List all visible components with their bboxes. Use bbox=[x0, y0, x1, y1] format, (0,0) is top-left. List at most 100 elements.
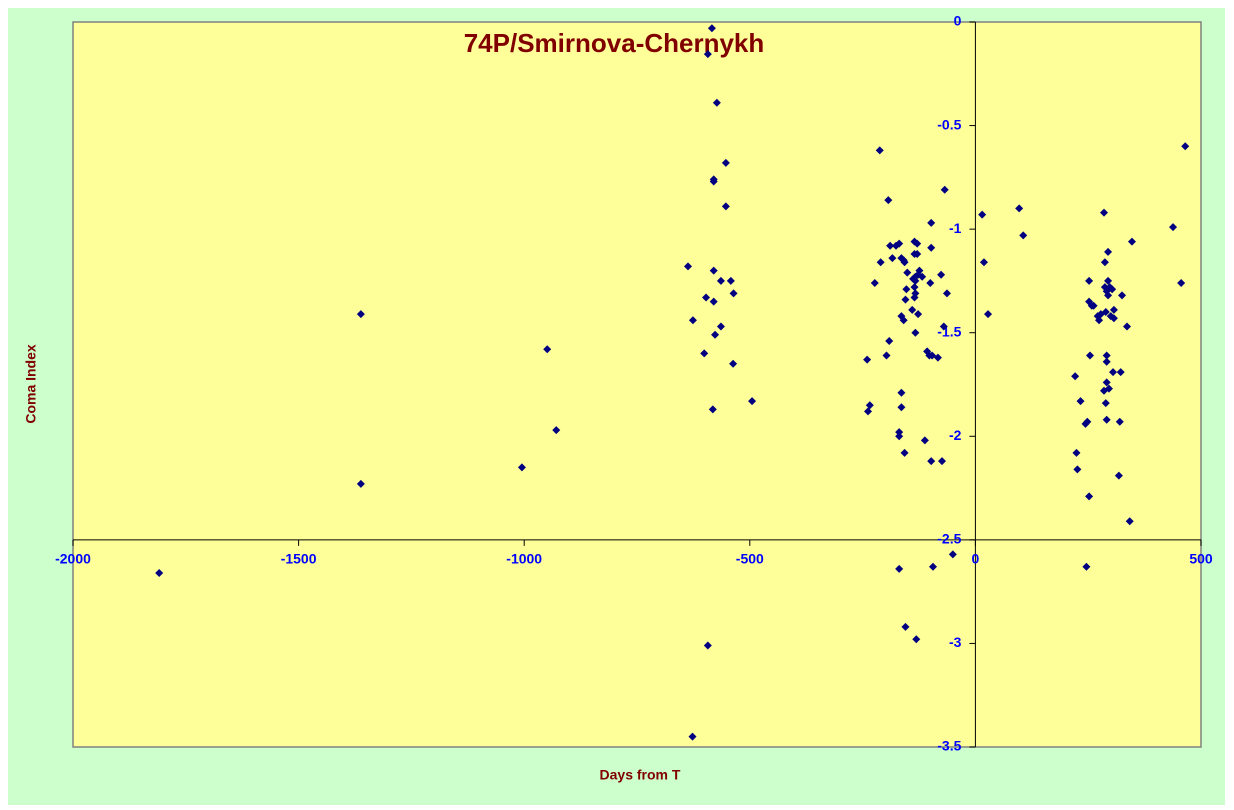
data-point bbox=[1102, 351, 1111, 360]
data-point bbox=[1072, 448, 1081, 457]
data-point bbox=[939, 322, 948, 331]
data-point bbox=[882, 351, 891, 360]
data-point bbox=[1019, 231, 1028, 240]
data-point bbox=[155, 569, 164, 577]
data-point bbox=[1181, 142, 1190, 151]
data-point bbox=[356, 479, 365, 488]
data-point bbox=[926, 279, 935, 287]
data-point bbox=[1123, 322, 1132, 331]
data-point bbox=[708, 405, 717, 414]
data-point bbox=[885, 337, 894, 345]
y-tick-label: -3 bbox=[949, 634, 962, 650]
data-point bbox=[864, 407, 873, 416]
data-point bbox=[942, 289, 951, 298]
plot-area bbox=[72, 21, 1202, 748]
x-tick-label: 0 bbox=[972, 551, 980, 567]
data-point bbox=[927, 243, 936, 252]
data-point bbox=[1073, 465, 1082, 474]
data-point bbox=[1116, 368, 1125, 377]
data-point bbox=[1109, 305, 1118, 314]
data-point bbox=[1125, 517, 1134, 526]
data-point bbox=[902, 285, 911, 294]
data-point bbox=[979, 258, 988, 267]
data-point bbox=[709, 297, 718, 306]
data-point bbox=[1086, 351, 1095, 360]
data-point bbox=[1104, 247, 1113, 256]
data-point bbox=[1104, 276, 1113, 285]
data-point bbox=[886, 241, 895, 250]
data-point bbox=[918, 272, 927, 281]
data-point bbox=[1071, 372, 1080, 381]
data-point bbox=[865, 401, 874, 410]
data-point bbox=[895, 239, 904, 248]
data-point bbox=[927, 218, 936, 227]
data-point bbox=[517, 463, 526, 472]
data-point bbox=[709, 177, 718, 186]
data-point bbox=[688, 316, 697, 325]
y-tick-label: -2.5 bbox=[937, 531, 961, 547]
data-point bbox=[903, 268, 912, 277]
data-point bbox=[927, 457, 936, 466]
data-point bbox=[729, 359, 738, 368]
data-point bbox=[1082, 562, 1091, 571]
data-point bbox=[895, 428, 904, 437]
data-point bbox=[911, 276, 920, 285]
data-point bbox=[928, 562, 937, 571]
data-point bbox=[870, 279, 879, 287]
data-point bbox=[915, 266, 924, 275]
data-point bbox=[940, 185, 949, 194]
data-point bbox=[1169, 223, 1178, 232]
data-point bbox=[1115, 417, 1124, 426]
data-point bbox=[895, 564, 904, 573]
data-point bbox=[1109, 368, 1118, 377]
data-point bbox=[863, 355, 872, 364]
data-point bbox=[716, 322, 725, 331]
data-point bbox=[712, 98, 721, 107]
data-point bbox=[1101, 308, 1110, 316]
data-point bbox=[1085, 492, 1094, 501]
data-point bbox=[933, 353, 942, 362]
data-point bbox=[937, 270, 946, 279]
data-point bbox=[910, 283, 919, 292]
data-point bbox=[702, 293, 711, 302]
data-point bbox=[1108, 285, 1117, 294]
data-point bbox=[356, 310, 365, 319]
data-point bbox=[1015, 204, 1024, 213]
data-point bbox=[1102, 357, 1111, 366]
y-tick-label: -3.5 bbox=[937, 738, 961, 754]
data-point bbox=[911, 289, 920, 298]
data-point bbox=[552, 426, 561, 435]
data-point bbox=[716, 276, 725, 285]
x-axis-label: Days from T bbox=[600, 767, 681, 783]
data-point bbox=[707, 24, 716, 33]
data-point bbox=[703, 641, 712, 650]
data-point bbox=[1177, 279, 1186, 287]
data-point bbox=[748, 397, 757, 406]
y-tick-label: 0 bbox=[954, 13, 962, 29]
data-point bbox=[688, 732, 697, 741]
y-tick-label: -0.5 bbox=[937, 116, 961, 132]
data-point bbox=[875, 146, 884, 155]
data-point bbox=[1114, 471, 1123, 480]
data-point bbox=[876, 258, 885, 267]
data-point bbox=[912, 635, 921, 644]
data-point bbox=[901, 295, 910, 304]
y-tick-label: -1 bbox=[949, 220, 962, 236]
data-point bbox=[897, 388, 906, 397]
data-point bbox=[913, 250, 922, 258]
data-point bbox=[914, 310, 923, 319]
data-point bbox=[1101, 399, 1110, 408]
data-point bbox=[948, 550, 957, 559]
data-point bbox=[884, 196, 893, 205]
data-point bbox=[900, 258, 909, 267]
data-point bbox=[1095, 316, 1104, 325]
data-point bbox=[897, 403, 906, 412]
data-point bbox=[1089, 301, 1098, 310]
x-tick-label: -1000 bbox=[506, 551, 542, 567]
data-point bbox=[888, 254, 897, 263]
data-point bbox=[700, 349, 709, 358]
data-point bbox=[1076, 397, 1085, 406]
data-point bbox=[938, 457, 947, 466]
